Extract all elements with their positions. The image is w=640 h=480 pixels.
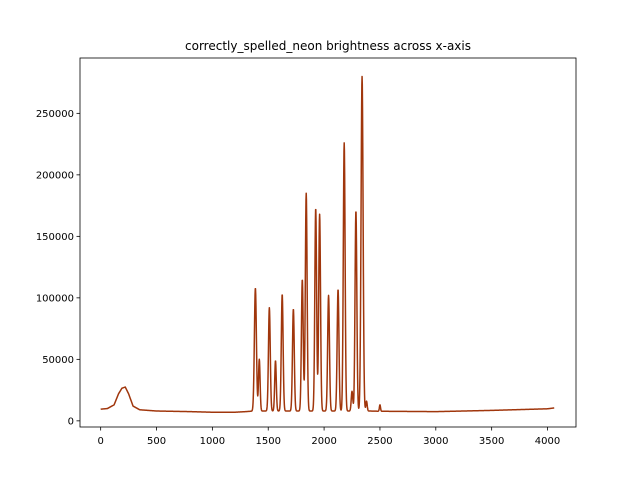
x-axis-ticks: 0 500 1000 1500 2000 2500 3000 3500 4000 xyxy=(97,427,560,447)
y-axis-ticks: 0 50000 100000 150000 200000 250000 xyxy=(36,109,80,427)
plot-area xyxy=(100,75,555,413)
axes-frame xyxy=(79,57,577,428)
y-tick-label: 100000 xyxy=(36,293,74,304)
y-tick-label: 150000 xyxy=(36,232,74,243)
x-tick-label: 4000 xyxy=(535,436,560,447)
x-tick-label: 1500 xyxy=(256,436,281,447)
y-tick-label: 200000 xyxy=(36,170,74,181)
y-tick-label: 0 xyxy=(68,416,74,427)
x-tick-label: 3500 xyxy=(479,436,504,447)
x-tick-label: 500 xyxy=(147,436,166,447)
y-tick-label: 50000 xyxy=(42,355,74,366)
y-tick-label: 250000 xyxy=(36,109,74,120)
chart-title: correctly_spelled_neon brightness across… xyxy=(185,39,471,53)
series-line xyxy=(100,75,555,413)
x-tick-label: 2500 xyxy=(367,436,392,447)
x-tick-label: 3000 xyxy=(423,436,448,447)
x-tick-label: 1000 xyxy=(200,436,225,447)
x-tick-label: 2000 xyxy=(311,436,336,447)
x-tick-label: 0 xyxy=(97,436,103,447)
